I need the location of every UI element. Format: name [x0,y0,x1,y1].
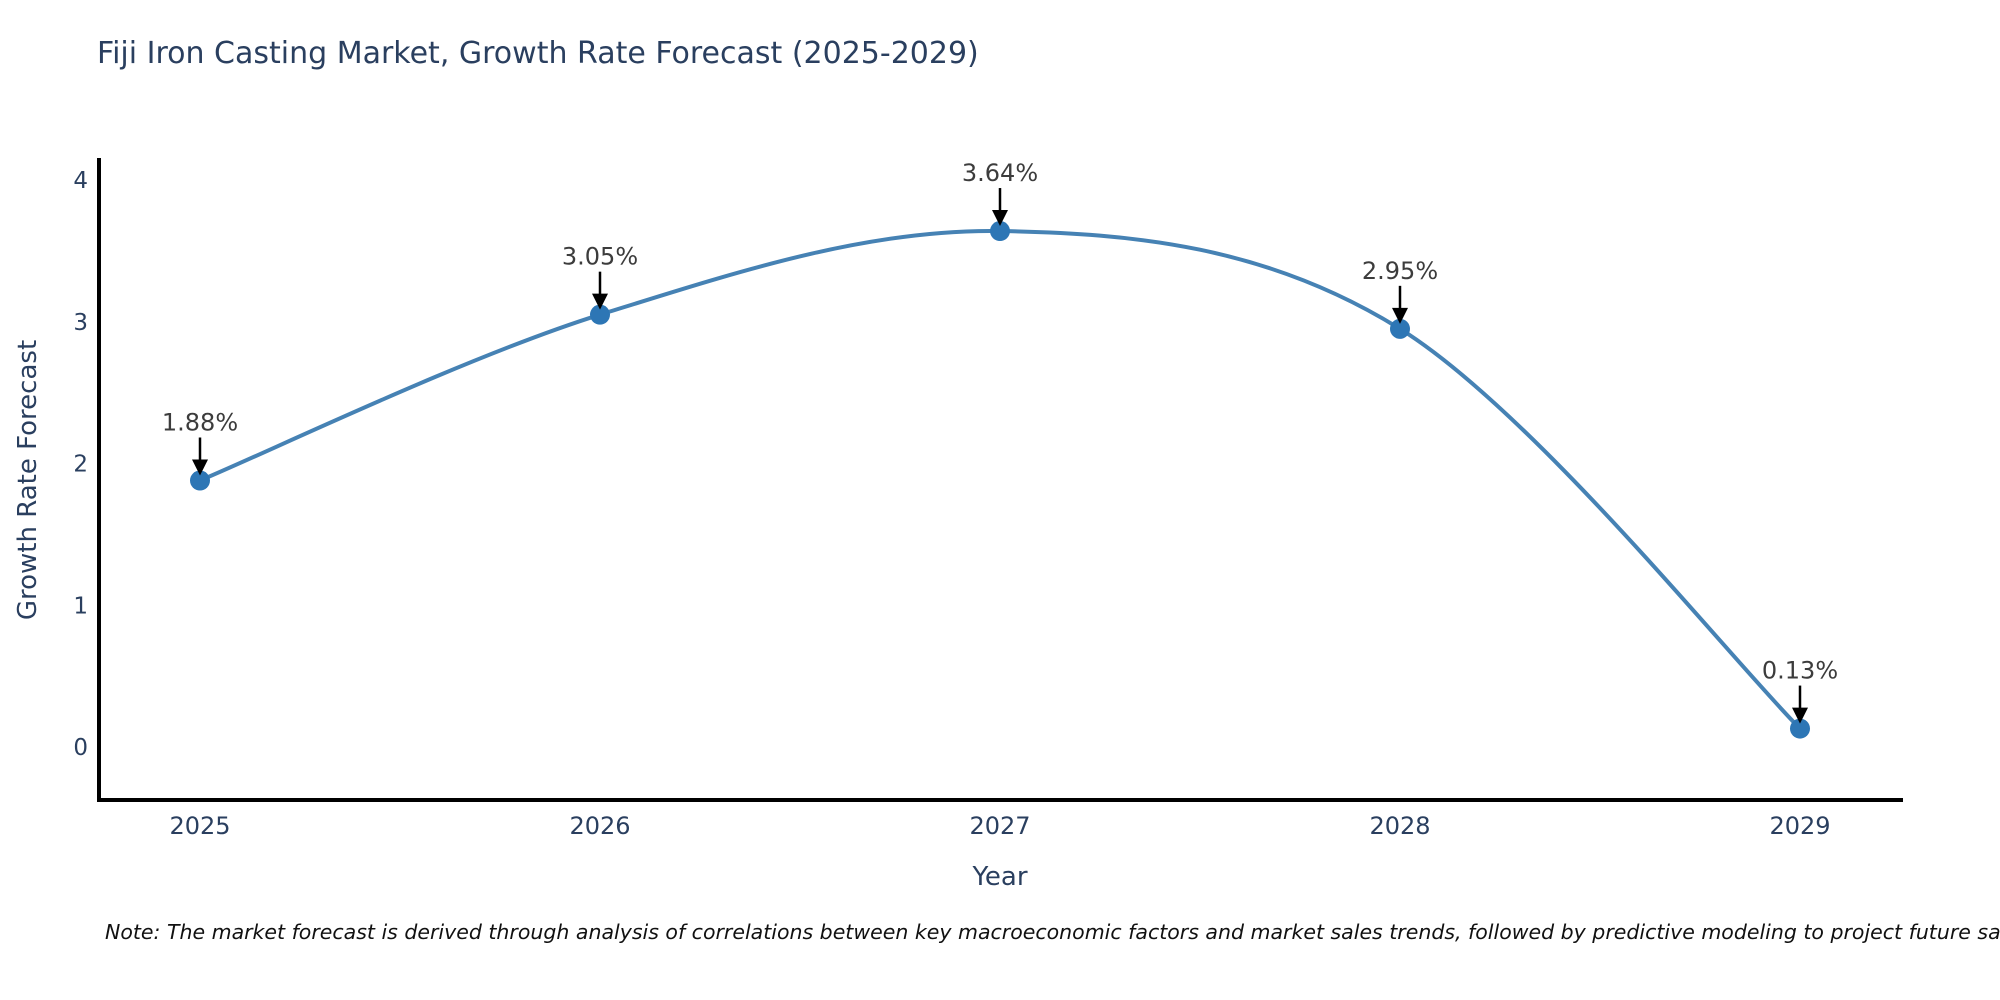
x-tick-label: 2026 [569,812,630,840]
x-axis-title: Year [972,862,1028,892]
x-tick-label: 2027 [969,812,1030,840]
data-point-label: 3.05% [562,243,638,271]
data-point [1390,318,1410,339]
data-point-label: 1.88% [162,409,238,437]
annotation-arrowhead [192,459,208,476]
x-tick-label: 2028 [1369,812,1430,840]
data-point [190,470,210,491]
x-tick-label: 2029 [1769,812,1830,840]
chart-title: Fiji Iron Casting Market, Growth Rate Fo… [97,36,979,71]
x-tick-label: 2025 [169,812,230,840]
y-tick-label: 2 [73,452,88,478]
y-tick-label: 3 [73,310,88,336]
data-point-label: 0.13% [1762,657,1838,685]
annotation-arrowhead [992,210,1008,227]
data-point [590,304,610,325]
data-point [990,221,1010,242]
forecast-line [199,229,1802,730]
annotation-arrowhead [1792,707,1808,724]
data-point-label: 3.64% [962,159,1038,187]
y-tick-label: 4 [73,168,88,194]
data-point-label: 2.95% [1362,257,1438,285]
y-tick-label: 0 [73,735,88,761]
footnote: Note: The market forecast is derived thr… [105,920,2000,944]
data-point [1790,718,1810,739]
annotation-arrowhead [592,293,608,310]
y-tick-label: 1 [73,593,88,619]
annotation-arrowhead [1392,307,1408,324]
